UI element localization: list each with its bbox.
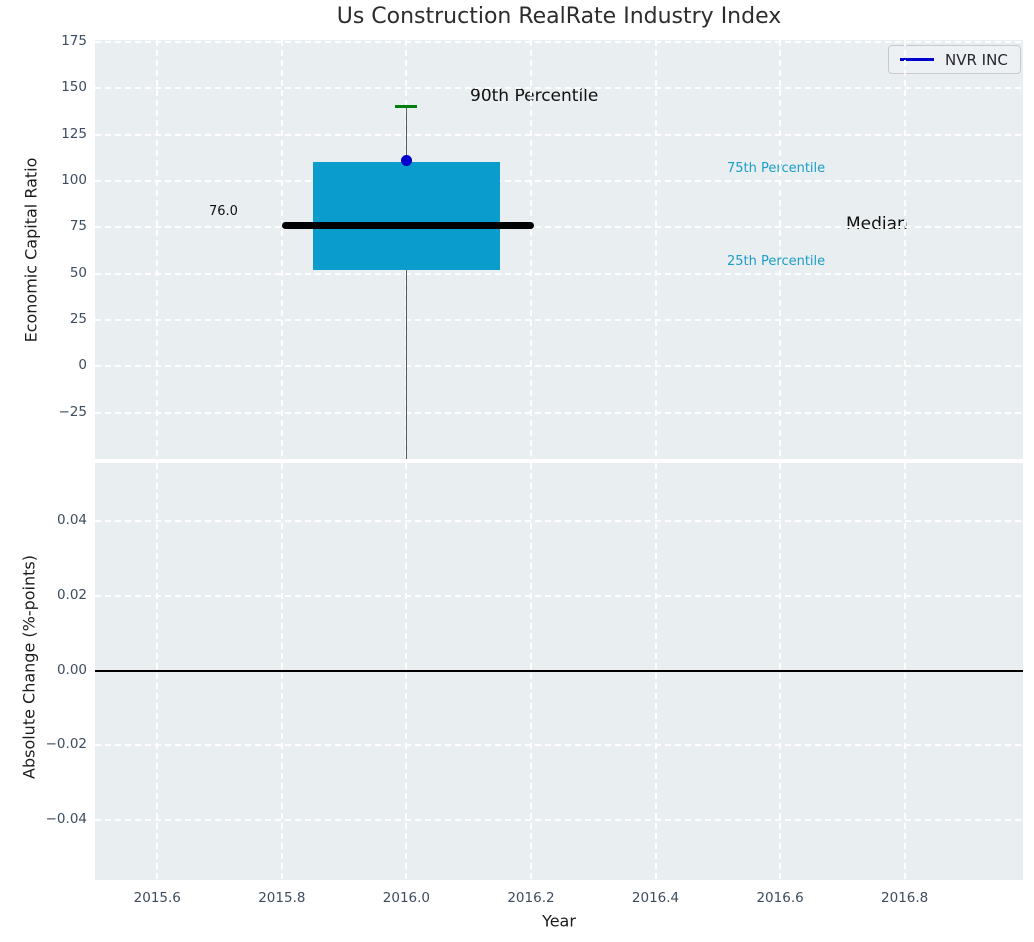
p90-annotation: 90th Percentile [470, 86, 599, 106]
horizontal-gridline [95, 40, 1023, 43]
horizontal-gridline [95, 318, 1023, 321]
horizontal-gridline [95, 595, 1023, 598]
y-tick-label: 125 [61, 125, 87, 142]
iqr-box [312, 162, 500, 270]
horizontal-gridline [95, 272, 1023, 275]
y-tick-label: 0 [78, 357, 87, 374]
horizontal-gridline [95, 87, 1023, 90]
y-tick-label: 175 [61, 32, 87, 49]
y-tick-label: 25 [69, 310, 87, 327]
legend-label: NVR INC [945, 50, 1008, 69]
whisker-line [405, 106, 408, 459]
x-tick-label: 2015.6 [133, 890, 181, 906]
vertical-gridline [529, 40, 532, 459]
median-annotation: Median [846, 214, 908, 234]
chart-title: Us Construction RealRate Industry Index [336, 4, 782, 29]
y-tick-label: −0.04 [45, 811, 87, 828]
x-tick-label: 2016.4 [631, 890, 680, 906]
x-axis-label: Year [542, 911, 576, 931]
vertical-gridline [654, 40, 657, 459]
y-tick-label: −0.02 [45, 736, 87, 753]
y-tick-label: 0.04 [56, 512, 87, 529]
legend-line-swatch-icon [900, 58, 934, 61]
horizontal-gridline [95, 520, 1023, 523]
y-tick-label: 75 [69, 218, 87, 235]
vertical-gridline [156, 40, 159, 459]
vertical-gridline [779, 40, 782, 459]
x-tick-label: 2016.0 [382, 890, 431, 906]
horizontal-gridline [95, 744, 1023, 747]
median-value-label: 76.0 [209, 204, 238, 219]
x-tick-label: 2016.2 [507, 890, 555, 906]
horizontal-gridline [95, 411, 1023, 414]
p25-annotation: 25th Percentile [727, 254, 826, 269]
p90-cap [395, 105, 418, 109]
horizontal-gridline [95, 133, 1023, 136]
y-tick-label: 50 [69, 264, 87, 281]
top-axes [95, 40, 1023, 459]
horizontal-gridline [95, 226, 1023, 229]
horizontal-gridline [95, 179, 1023, 182]
y-tick-label: 0.02 [56, 587, 87, 604]
x-tick-label: 2015.8 [258, 890, 306, 906]
y-tick-label: 0.00 [56, 661, 87, 678]
zero-line [95, 669, 1023, 672]
y-tick-label: 100 [61, 171, 87, 188]
p75-annotation: 75th Percentile [727, 161, 826, 176]
median-line [281, 221, 535, 229]
y-tick-label: 150 [61, 79, 87, 96]
legend: NVR INC [888, 45, 1021, 74]
x-tick-label: 2016.6 [756, 890, 804, 906]
vertical-gridline [280, 40, 283, 459]
vertical-gridline [903, 40, 906, 459]
y-tick-label: −25 [58, 403, 88, 420]
horizontal-gridline [95, 819, 1023, 822]
horizontal-gridline [95, 365, 1023, 368]
x-tick-label: 2016.8 [881, 890, 929, 906]
company-marker [400, 155, 412, 166]
